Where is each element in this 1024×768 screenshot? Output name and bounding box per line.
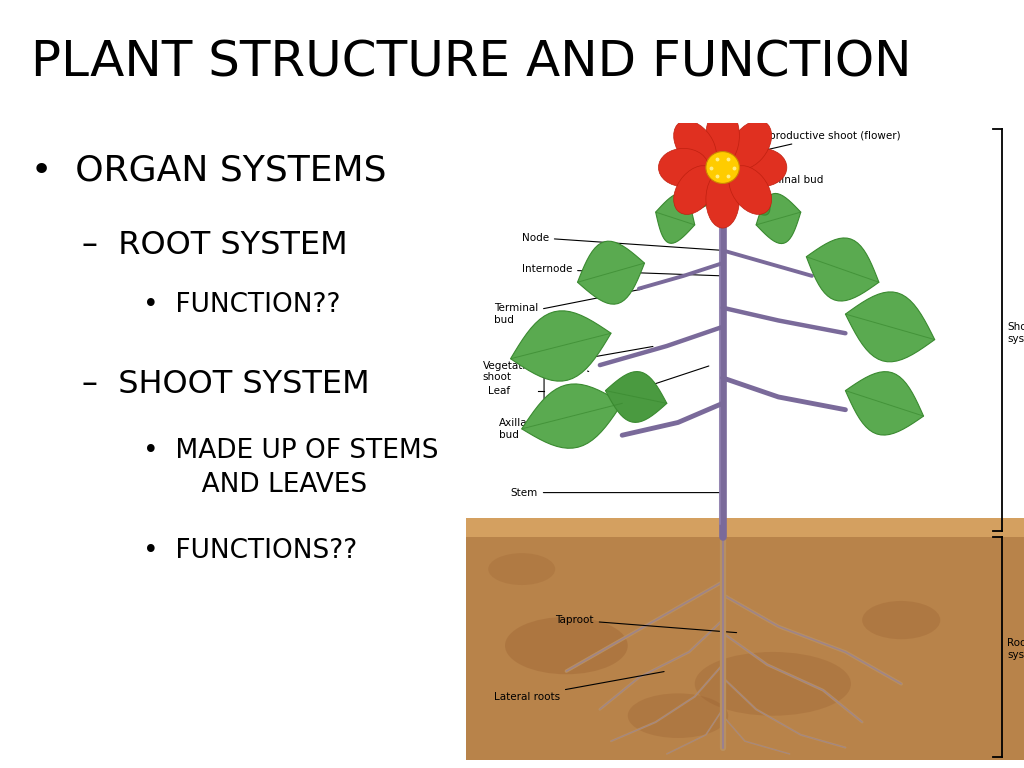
Ellipse shape bbox=[706, 170, 739, 228]
Text: Lateral roots: Lateral roots bbox=[494, 671, 665, 702]
Text: Terminal
bud: Terminal bud bbox=[494, 290, 642, 325]
Polygon shape bbox=[742, 177, 770, 215]
Ellipse shape bbox=[674, 166, 717, 214]
Text: –  SHOOT SYSTEM: – SHOOT SYSTEM bbox=[82, 369, 370, 399]
Text: –  ROOT SYSTEM: – ROOT SYSTEM bbox=[82, 230, 347, 261]
Text: Stem: Stem bbox=[511, 488, 720, 498]
Polygon shape bbox=[806, 238, 879, 301]
Text: •  FUNCTION??: • FUNCTION?? bbox=[143, 292, 341, 318]
Text: •  MADE UP OF STEMS
       AND LEAVES: • MADE UP OF STEMS AND LEAVES bbox=[143, 438, 439, 498]
Ellipse shape bbox=[694, 652, 851, 716]
Text: Axillary
bud: Axillary bud bbox=[500, 366, 709, 439]
Ellipse shape bbox=[862, 601, 940, 639]
Polygon shape bbox=[756, 194, 801, 243]
Ellipse shape bbox=[729, 121, 772, 169]
Ellipse shape bbox=[736, 148, 786, 187]
Text: Shoot
system: Shoot system bbox=[1008, 323, 1024, 344]
Polygon shape bbox=[655, 194, 694, 243]
Polygon shape bbox=[466, 518, 1024, 760]
Ellipse shape bbox=[658, 148, 709, 187]
Text: Terminal bud: Terminal bud bbox=[736, 175, 823, 187]
Ellipse shape bbox=[706, 107, 739, 164]
Text: Petiole: Petiole bbox=[555, 399, 620, 409]
Ellipse shape bbox=[505, 617, 628, 674]
Polygon shape bbox=[511, 311, 611, 381]
Text: Vegetative
shoot: Vegetative shoot bbox=[482, 346, 653, 382]
Ellipse shape bbox=[706, 151, 739, 184]
Polygon shape bbox=[578, 241, 644, 304]
Text: Internode: Internode bbox=[522, 264, 720, 276]
Polygon shape bbox=[683, 179, 713, 213]
Polygon shape bbox=[846, 292, 935, 362]
Polygon shape bbox=[605, 372, 667, 422]
Text: Root
system: Root system bbox=[1008, 638, 1024, 660]
Text: Taproot: Taproot bbox=[555, 615, 736, 633]
Text: Blade: Blade bbox=[555, 360, 589, 372]
Text: Leaf: Leaf bbox=[488, 386, 510, 396]
Text: Reproductive shoot (flower): Reproductive shoot (flower) bbox=[748, 131, 901, 154]
Text: •  ORGAN SYSTEMS: • ORGAN SYSTEMS bbox=[31, 154, 386, 187]
Polygon shape bbox=[466, 518, 1024, 538]
Ellipse shape bbox=[674, 121, 717, 169]
Text: Node: Node bbox=[522, 233, 720, 250]
Ellipse shape bbox=[729, 166, 772, 214]
Text: PLANT STRUCTURE AND FUNCTION: PLANT STRUCTURE AND FUNCTION bbox=[31, 38, 911, 87]
Polygon shape bbox=[522, 384, 623, 449]
Ellipse shape bbox=[628, 694, 728, 738]
Text: •  FUNCTIONS??: • FUNCTIONS?? bbox=[143, 538, 357, 564]
Polygon shape bbox=[846, 372, 924, 435]
Ellipse shape bbox=[488, 553, 555, 585]
